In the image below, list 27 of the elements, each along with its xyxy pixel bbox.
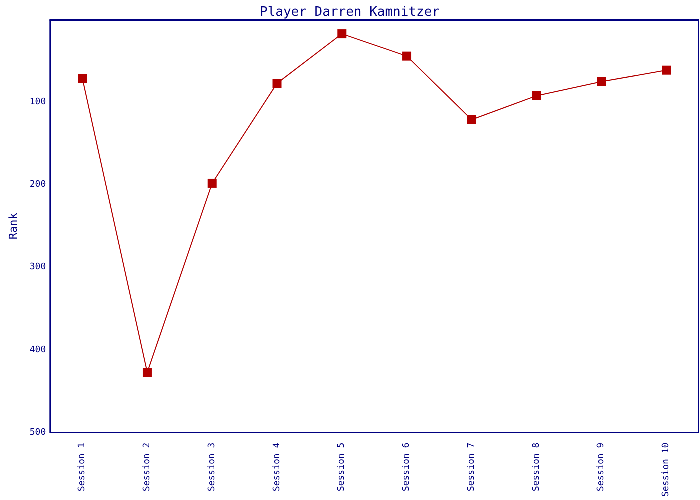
y-axis-title: Rank (7, 212, 20, 240)
x-tick-label: Session 8 (532, 442, 542, 492)
chart-title: Player Darren Kamnitzer (260, 5, 440, 20)
y-tick-label: 300 (30, 262, 46, 273)
point (532, 91, 542, 100)
point (338, 30, 347, 39)
x-tick-label: Session 3 (207, 442, 218, 492)
x-tick-label: Session 6 (402, 442, 412, 492)
point (208, 178, 217, 188)
x-tick-label: Session 2 (142, 442, 152, 492)
x-tick-label: Session 10 (662, 442, 672, 498)
point (78, 74, 88, 84)
y-tick-label: 400 (30, 345, 46, 356)
point (662, 66, 672, 75)
y-tick-label: 100 (30, 98, 46, 108)
point (467, 115, 476, 124)
point (142, 368, 152, 378)
y-tick-label: 200 (30, 180, 46, 190)
y-tick-label: 500 (30, 428, 46, 438)
x-tick-label: Session 5 (337, 442, 348, 492)
x-tick-label: Session 4 (272, 442, 282, 492)
point (597, 77, 606, 86)
x-tick-label: Session 9 (596, 442, 607, 492)
point (402, 52, 412, 61)
x-tick-label: Session 1 (78, 442, 88, 492)
x-tick-label: Session 7 (466, 442, 477, 492)
point (272, 79, 282, 88)
